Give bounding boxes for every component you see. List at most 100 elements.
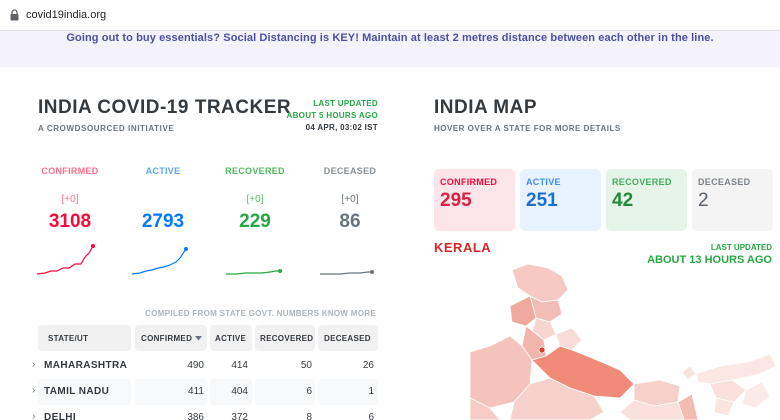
level-delta: [+0] [246,194,264,205]
map-state[interactable] [531,317,557,341]
chevron-right-icon: › [32,359,36,370]
level-delta [128,194,198,205]
map-state[interactable] [741,381,771,409]
header-active[interactable]: ACTIVE [210,325,252,351]
sparkline-end-dot [91,244,95,248]
chevron-right-icon: › [32,411,36,420]
map-last-updated: LAST UPDATED ABOUT 13 HOURS AGO [647,242,772,266]
level-value: 3108 [48,211,92,232]
map-stat-label: RECOVERED [612,177,672,187]
last-updated-date: 04 APR, 03:02 IST [305,123,378,132]
sparkline-end-dot [184,247,188,251]
map-state[interactable] [713,397,735,417]
india-map[interactable] [470,262,780,420]
level-active: ACTIVE 2793 [128,166,198,233]
row-state: TAMIL NADU [44,386,110,397]
sparkline-recovered [226,269,282,275]
map-state[interactable] [709,379,747,403]
browser-address-bar[interactable]: covid19india.org [0,0,780,31]
row-state: DELHI [44,412,76,420]
map-last-updated-label: LAST UPDATED [710,243,772,252]
lock-icon [10,9,19,21]
level-label: CONFIRMED [41,166,99,176]
table-row[interactable]: › DELHI 386 372 8 6 [30,405,380,420]
map-last-updated-ago: ABOUT 13 HOURS AGO [647,254,772,266]
level-recovered: RECOVERED [+0] 229 [220,166,290,233]
level-value: 86 [339,211,361,232]
level-value: 229 [239,211,271,232]
header-deceased[interactable]: DECEASED [318,325,378,351]
sort-desc-icon [195,336,202,341]
header-state[interactable]: STATE/UT [38,325,131,351]
row-confirmed: 386 [187,412,204,420]
level-label: ACTIVE [145,166,181,176]
map-state[interactable] [470,397,501,420]
map-state[interactable] [555,327,583,351]
banner-message: Going out to buy essentials? Social Dist… [66,32,714,44]
map-stat-value: 42 [612,190,634,211]
row-active: 404 [231,386,248,397]
sparkline-confirmed [37,244,95,275]
map-stat-value: 251 [526,190,558,211]
level-value: 2793 [141,211,185,232]
announcement-banner: Going out to buy essentials? Social Dist… [0,31,780,67]
header-label: CONFIRMED [141,334,193,343]
row-recovered: 6 [306,386,312,397]
map-stat-confirmed: CONFIRMED 295 [434,169,515,231]
page-title: INDIA COVID-19 TRACKER [38,97,292,118]
table-row[interactable]: › TAMIL NADU 411 404 6 1 [30,379,380,405]
header-label: ACTIVE [215,334,247,343]
map-state[interactable] [509,295,537,327]
header-label: RECOVERED [260,334,314,343]
row-confirmed: 411 [188,386,204,397]
level-deceased: DECEASED [+0] 86 [315,166,385,233]
row-deceased: 6 [368,412,374,420]
row-recovered: 50 [300,360,312,371]
last-updated: LAST UPDATED ABOUT 5 HOURS AGO 04 APR, 0… [287,98,378,134]
page-subtitle: A CROWDSOURCED INITIATIVE [38,124,175,133]
table-row[interactable]: › MAHARASHTRA 490 414 50 26 [30,353,380,379]
map-stat-active: ACTIVE 251 [520,169,601,231]
header-label: DECEASED [324,334,371,343]
map-stat-label: DECEASED [698,177,751,187]
level-delta: [+0] [61,194,79,205]
row-deceased: 1 [368,386,374,397]
map-state[interactable] [511,263,569,303]
map-stat-value: 295 [440,190,472,211]
header-confirmed[interactable]: CONFIRMED [135,325,207,351]
row-active: 372 [231,412,248,420]
map-state[interactable] [695,353,777,385]
url-text[interactable]: covid19india.org [26,9,107,21]
sparkline-end-dot [370,270,374,274]
row-deceased: 26 [362,360,374,371]
row-recovered: 8 [306,412,312,420]
level-confirmed: CONFIRMED [+0] 3108 [35,166,105,233]
selected-state-name: KERALA [434,240,492,255]
map-state[interactable] [619,399,685,420]
row-active: 414 [231,360,248,371]
map-title: INDIA MAP [434,97,538,118]
level-label: RECOVERED [225,166,285,176]
level-label: DECEASED [323,166,377,176]
chevron-right-icon: › [32,385,36,396]
level-delta: [+0] [341,194,359,205]
sparkline-end-dot [278,269,282,273]
header-label: STATE/UT [48,334,89,343]
compiled-note[interactable]: COMPILED FROM STATE GOVT. NUMBERS KNOW M… [145,309,376,318]
map-stat-label: CONFIRMED [440,177,498,187]
map-state[interactable] [509,377,605,420]
map-state-delhi[interactable] [538,346,546,354]
last-updated-label: LAST UPDATED [313,99,378,108]
map-state[interactable] [681,365,697,381]
map-subtitle: HOVER OVER A STATE FOR MORE DETAILS [434,124,621,133]
last-updated-ago: ABOUT 5 HOURS AGO [286,111,378,120]
map-state[interactable] [677,393,699,420]
map-stat-value: 2 [698,190,709,211]
row-state: MAHARASHTRA [44,360,128,371]
map-stat-deceased: DECEASED 2 [692,169,773,231]
map-state[interactable] [531,345,635,399]
sparkline-active [132,247,188,275]
header-recovered[interactable]: RECOVERED [255,325,315,351]
sparkline-deceased [320,270,374,275]
row-confirmed: 490 [187,360,204,371]
